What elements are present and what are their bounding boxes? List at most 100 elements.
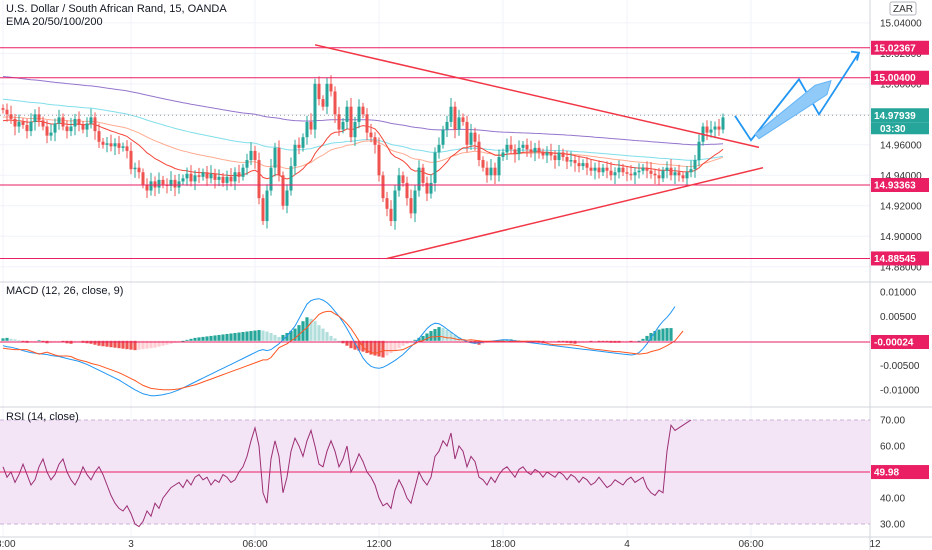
macd-histogram-bar bbox=[633, 340, 637, 342]
candle-body bbox=[209, 173, 213, 179]
candle-body bbox=[141, 172, 145, 185]
macd-histogram-bar bbox=[517, 340, 521, 342]
macd-histogram-bar bbox=[17, 340, 21, 342]
time-tick-label: 06:00 bbox=[242, 539, 267, 550]
macd-histogram-bar bbox=[233, 332, 237, 341]
candle-body bbox=[609, 170, 613, 176]
candle-body bbox=[529, 149, 533, 153]
candle-body bbox=[273, 147, 277, 168]
level-tag-label: 15.00400 bbox=[874, 73, 916, 84]
macd-tick-label: 0.00500 bbox=[880, 312, 917, 323]
candle-body bbox=[665, 167, 669, 171]
macd-histogram-bar bbox=[117, 340, 121, 349]
candle-body bbox=[1, 108, 5, 110]
candle-body bbox=[117, 143, 121, 148]
macd-histogram-bar bbox=[417, 337, 421, 341]
time-tick-label: 18:00 bbox=[490, 539, 515, 550]
candle-body bbox=[57, 117, 61, 124]
candle-body bbox=[305, 121, 309, 138]
macd-histogram-bar bbox=[465, 340, 469, 342]
candle-body bbox=[441, 129, 445, 145]
candle-body bbox=[289, 166, 293, 191]
candle-body bbox=[89, 117, 93, 124]
price-tick-label: 14.90000 bbox=[880, 232, 922, 243]
projection-wedge bbox=[754, 80, 832, 140]
candle-body bbox=[541, 152, 545, 156]
ema-200-line bbox=[2, 76, 724, 146]
macd-histogram-bar bbox=[13, 339, 17, 341]
time-tick-label: 3 bbox=[128, 539, 134, 550]
macd-histogram-bar bbox=[1, 338, 5, 341]
macd-histogram-bar bbox=[149, 340, 153, 349]
macd-histogram-bar bbox=[165, 340, 169, 345]
macd-histogram-bar bbox=[369, 340, 373, 355]
candle-body bbox=[437, 144, 441, 153]
macd-value-tag bbox=[871, 335, 929, 349]
candle-body bbox=[681, 175, 685, 179]
macd-histogram-bar bbox=[189, 338, 193, 341]
rsi-line bbox=[2, 419, 692, 528]
candle-body bbox=[49, 132, 53, 136]
currency-badge bbox=[889, 1, 917, 16]
macd-histogram-bar bbox=[293, 328, 297, 341]
rsi-value-tag bbox=[871, 465, 929, 480]
macd-histogram-bar bbox=[649, 332, 653, 341]
candle-body bbox=[689, 169, 693, 173]
macd-histogram-bar bbox=[9, 338, 13, 341]
candle-body bbox=[613, 172, 617, 176]
candle-body bbox=[181, 178, 185, 182]
rsi-tick-label: 70.00 bbox=[880, 416, 905, 427]
macd-histogram-bar bbox=[441, 328, 445, 341]
level-tag bbox=[871, 70, 929, 85]
macd-histogram-bar bbox=[653, 331, 657, 341]
candle-body bbox=[705, 126, 709, 133]
candle-body bbox=[157, 179, 161, 188]
candle-body bbox=[589, 167, 593, 171]
candle-body bbox=[269, 167, 273, 191]
macd-histogram-bar bbox=[217, 334, 221, 341]
candle-body bbox=[501, 152, 505, 158]
level-tag-label: 14.88545 bbox=[874, 254, 916, 265]
candle-body bbox=[9, 114, 13, 119]
macd-histogram-bar bbox=[181, 340, 185, 342]
macd-tick-label: -0.00500 bbox=[880, 361, 920, 372]
macd-histogram-bar bbox=[665, 328, 669, 341]
macd-histogram-bar bbox=[109, 340, 113, 348]
candle-body bbox=[469, 132, 473, 145]
candle-body bbox=[401, 175, 405, 183]
current-price-tag bbox=[871, 108, 929, 123]
macd-histogram-bar bbox=[249, 331, 253, 341]
level-tag-label: 15.02367 bbox=[874, 43, 916, 54]
candle-body bbox=[533, 147, 537, 153]
candle-body bbox=[377, 144, 381, 176]
candle-body bbox=[13, 118, 17, 127]
macd-histogram-bar bbox=[553, 340, 557, 342]
macd-histogram-bar bbox=[645, 335, 649, 341]
macd-histogram-bar bbox=[353, 340, 357, 350]
candle-body bbox=[261, 198, 265, 222]
candle-body bbox=[429, 182, 433, 194]
macd-histogram-bar bbox=[33, 340, 37, 342]
candle-body bbox=[641, 167, 645, 171]
candle-body bbox=[649, 170, 653, 174]
candle-body bbox=[205, 172, 209, 179]
candle-body bbox=[361, 106, 365, 115]
candle-body bbox=[713, 126, 717, 130]
candle-body bbox=[485, 167, 489, 176]
projection-arrowhead bbox=[850, 50, 861, 61]
candle-body bbox=[365, 114, 369, 133]
candle-body bbox=[277, 147, 281, 176]
candle-body bbox=[557, 152, 561, 161]
candle-body bbox=[53, 123, 57, 133]
macd-histogram-bar bbox=[93, 340, 97, 345]
candle-body bbox=[341, 121, 345, 130]
candle-body bbox=[69, 126, 73, 132]
candle-body bbox=[349, 106, 353, 138]
candle-body bbox=[537, 147, 541, 153]
candle-body bbox=[345, 106, 349, 122]
time-tick-label: 12:00 bbox=[366, 539, 391, 550]
rsi-value-tag-label: 49.98 bbox=[874, 468, 899, 479]
macd-histogram-bar bbox=[337, 340, 341, 342]
candle-body bbox=[453, 106, 457, 130]
